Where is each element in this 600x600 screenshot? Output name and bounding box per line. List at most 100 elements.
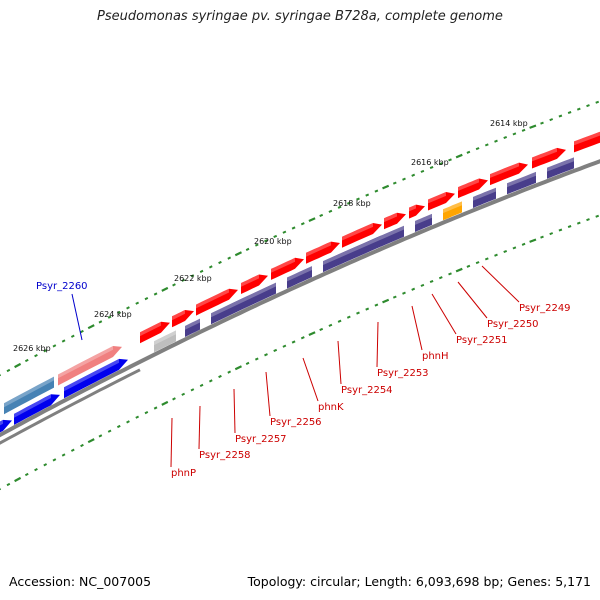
reverse-gene-4[interactable] [415,213,432,232]
inner-scale-tick [521,242,526,246]
inner-scale-tick [549,232,554,236]
outer-scale-tick [161,286,169,292]
leader-11 [481,265,520,303]
inner-scale-tick [392,295,397,299]
outer-scale-tick [356,197,360,201]
inner-scale-tick [374,303,379,307]
inner-scale-tick [264,353,268,357]
inner-scale-tick [199,383,204,387]
inner-scale-tick [116,424,121,429]
outer-scale-tick [135,301,140,305]
reverse-gene-6[interactable] [507,171,536,195]
inner-scale-tick [61,453,66,457]
gene-label-10[interactable]: Psyr_2250 [487,319,539,330]
inner-scale-tick [144,411,149,415]
reverse-gene-2[interactable] [287,266,312,289]
outer-scale-tick [337,205,342,209]
reverse-gene-7[interactable] [547,157,574,179]
outer-scale-tick [273,234,278,239]
outer-scale-tick [98,320,103,324]
inner-scale-tick [6,482,11,487]
outer-scale-tick [208,265,213,269]
inner-scale-tick [356,311,360,315]
reverse-gene-5[interactable] [473,187,496,208]
reverse-gene-blue-3[interactable] [0,419,12,438]
inner-scale-tick [494,253,498,257]
forward-gene-1[interactable] [172,310,194,328]
inner-scale-tick [245,361,250,365]
reverse-gene-3[interactable] [323,225,404,273]
forward-gene-10[interactable] [458,178,488,199]
outer-scale-tick [429,165,434,170]
tick-label-2: 2618 kbp [333,199,371,208]
outer-scale-tick [190,274,195,278]
outer-scale-tick [282,230,287,234]
forward-gene-12[interactable] [532,147,566,169]
forward-gene-psyr2260[interactable] [58,346,122,386]
leader-2 [198,405,201,450]
reverse-gene-blue-2[interactable] [14,394,60,425]
gene-label-5[interactable]: phnK [318,402,344,413]
forward-gene-11[interactable] [490,162,528,186]
outer-scale-tick [264,239,268,243]
forward-gene-8[interactable] [409,204,425,219]
gene-label-11[interactable]: Psyr_2249 [519,303,571,314]
outer-scale-tick [245,247,250,251]
leader-8 [411,305,423,351]
gene-label-7[interactable]: Psyr_2253 [377,368,429,379]
outer-scale-tick [328,209,333,213]
outer-scale-tick [234,251,242,257]
forward-gene-3[interactable] [241,274,268,295]
tick-label-0: 2614 kbp [490,119,528,128]
gene-label-8[interactable]: phnH [422,351,449,362]
inner-scale-tick [455,267,463,273]
outer-scale-tick [144,297,149,301]
outer-scale-tick [382,184,390,190]
leader-0 [71,293,83,341]
tick-label-5: 2624 kbp [94,310,132,319]
forward-gene-left[interactable] [4,376,54,415]
outer-scale-tick [80,329,84,334]
forward-gene-2[interactable] [196,288,238,316]
gene-label-4[interactable]: Psyr_2256 [270,417,322,428]
inner-scale-tick [382,298,390,304]
forward-gene-4[interactable] [271,257,304,280]
outer-scale-tick [549,118,554,122]
inner-scale-tick [80,443,84,448]
gene-label-1[interactable]: phnP [171,468,196,479]
gene-label-2[interactable]: Psyr_2258 [199,450,251,461]
gene-label-3[interactable]: Psyr_2257 [235,434,287,445]
inner-scale-tick [529,238,537,243]
inner-scale-tick [328,323,333,327]
reverse-gene-blue-1[interactable] [64,358,128,399]
leader-1 [170,417,173,468]
outer-scale-tick [503,135,508,140]
reverse-gene-highlight[interactable] [443,201,462,221]
outer-scale-tick [172,283,176,287]
inner-scale-tick [567,225,572,229]
forward-gene-6[interactable] [342,223,382,248]
outer-scale-tick [466,150,471,154]
reverse-gene-1[interactable] [211,282,276,325]
gene-label-6[interactable]: Psyr_2254 [341,385,393,396]
forward-gene-7[interactable] [384,212,406,230]
outer-scale-tick [107,315,112,319]
inner-scale-tick [43,463,48,467]
outer-scale-tick [567,111,572,115]
outer-scale-tick [346,201,351,205]
inner-scale-tick [466,264,471,268]
reverse-gene-0[interactable] [185,318,200,337]
forward-gene-5[interactable] [306,241,340,264]
reverse-gene-phnP[interactable] [154,330,176,353]
outer-scale-tick [402,177,406,181]
inner-scale-tick [273,348,278,353]
outer-scale-tick [52,344,57,348]
outer-scale-tick [227,256,232,260]
outer-scale-tick [374,189,379,193]
forward-gene-13[interactable] [574,131,600,153]
gene-label-0[interactable]: Psyr_2260 [36,281,88,292]
forward-gene-9[interactable] [428,192,455,211]
forward-gene-0[interactable] [140,321,170,344]
gene-label-9[interactable]: Psyr_2251 [456,335,508,346]
